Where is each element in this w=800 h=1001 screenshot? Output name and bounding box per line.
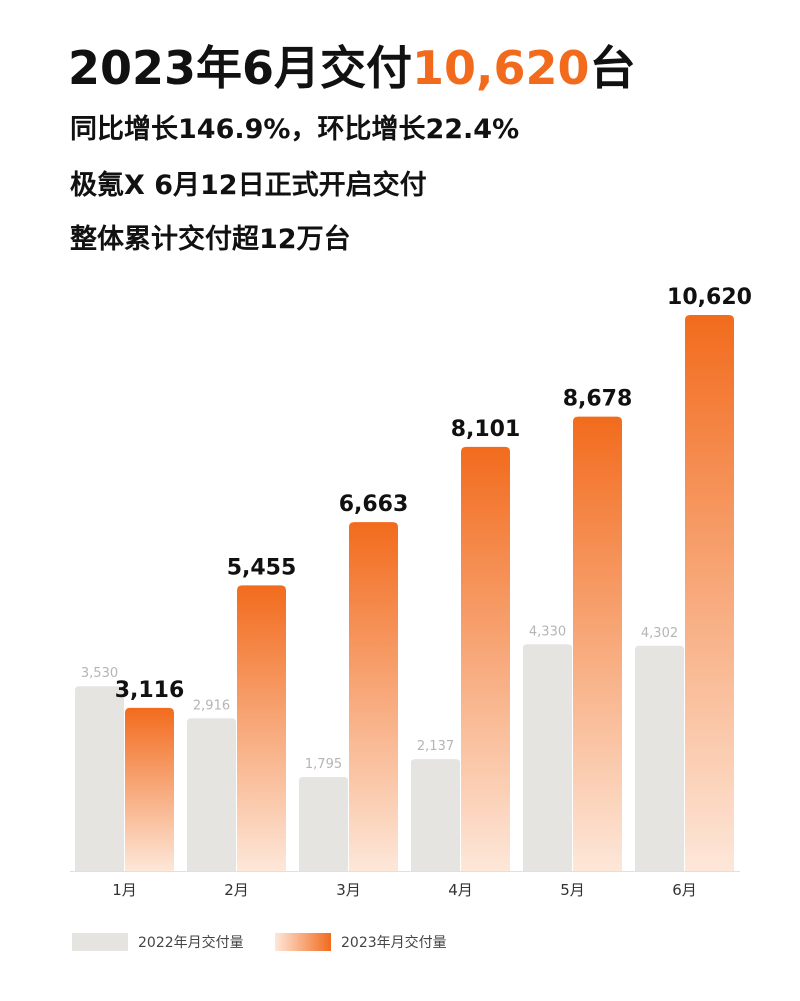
legend-2022: 2022年月交付量 <box>72 930 244 954</box>
launch-subtitle: 极氪X 6月12日正式开启交付 <box>70 170 427 201</box>
label-2022-6: 4,302 <box>641 626 678 641</box>
label-2022-1: 3,530 <box>81 666 118 681</box>
cumulative-subtitle: 整体累计交付超12万台 <box>70 224 351 255</box>
headline: 2023年6月交付10,620台 <box>68 36 636 100</box>
label-2022-3: 1,795 <box>305 757 342 772</box>
label-2022-5: 4,330 <box>529 624 566 639</box>
category-label-5: 5月 <box>560 881 585 899</box>
bar-2023-3 <box>349 522 398 871</box>
category-label-3: 3月 <box>336 881 361 899</box>
bar-2022-2 <box>187 718 236 871</box>
category-label-4: 4月 <box>448 881 473 899</box>
category-label-1: 1月 <box>112 881 137 899</box>
bar-2023-2 <box>237 585 286 871</box>
bar-2022-6 <box>635 645 684 871</box>
bar-2022-1 <box>75 686 124 871</box>
headline-suffix: 台 <box>589 41 636 95</box>
label-2023-6: 10,620 <box>667 285 752 310</box>
label-2022-2: 2,916 <box>193 698 230 713</box>
bar-2023-5 <box>573 416 622 871</box>
bar-2022-5 <box>523 644 572 871</box>
legend-swatch-2022 <box>72 933 128 951</box>
label-2022-4: 2,137 <box>417 739 454 754</box>
bar-2023-6 <box>685 315 734 871</box>
growth-subtitle: 同比增长146.9%，环比增长22.4% <box>70 114 520 145</box>
bar-2022-4 <box>411 759 460 871</box>
legend-label-2022: 2022年月交付量 <box>138 935 244 951</box>
bar-2023-1 <box>125 707 174 871</box>
legend-label-2023: 2023年月交付量 <box>341 935 447 951</box>
bar-2022-3 <box>299 777 348 871</box>
label-2023-4: 8,101 <box>451 417 521 442</box>
label-2023-2: 5,455 <box>227 555 297 580</box>
headline-prefix: 2023年6月交付 <box>68 41 413 95</box>
category-label-6: 6月 <box>672 881 697 899</box>
label-2023-5: 8,678 <box>563 387 633 412</box>
legend-swatch-2023 <box>275 933 331 951</box>
label-2023-3: 6,663 <box>339 492 409 517</box>
bar-2023-4 <box>461 446 510 871</box>
category-label-2: 2月 <box>224 881 249 899</box>
headline-accent-number: 10,620 <box>412 41 590 95</box>
label-2023-1: 3,116 <box>115 678 185 703</box>
legend-2023: 2023年月交付量 <box>275 930 447 954</box>
